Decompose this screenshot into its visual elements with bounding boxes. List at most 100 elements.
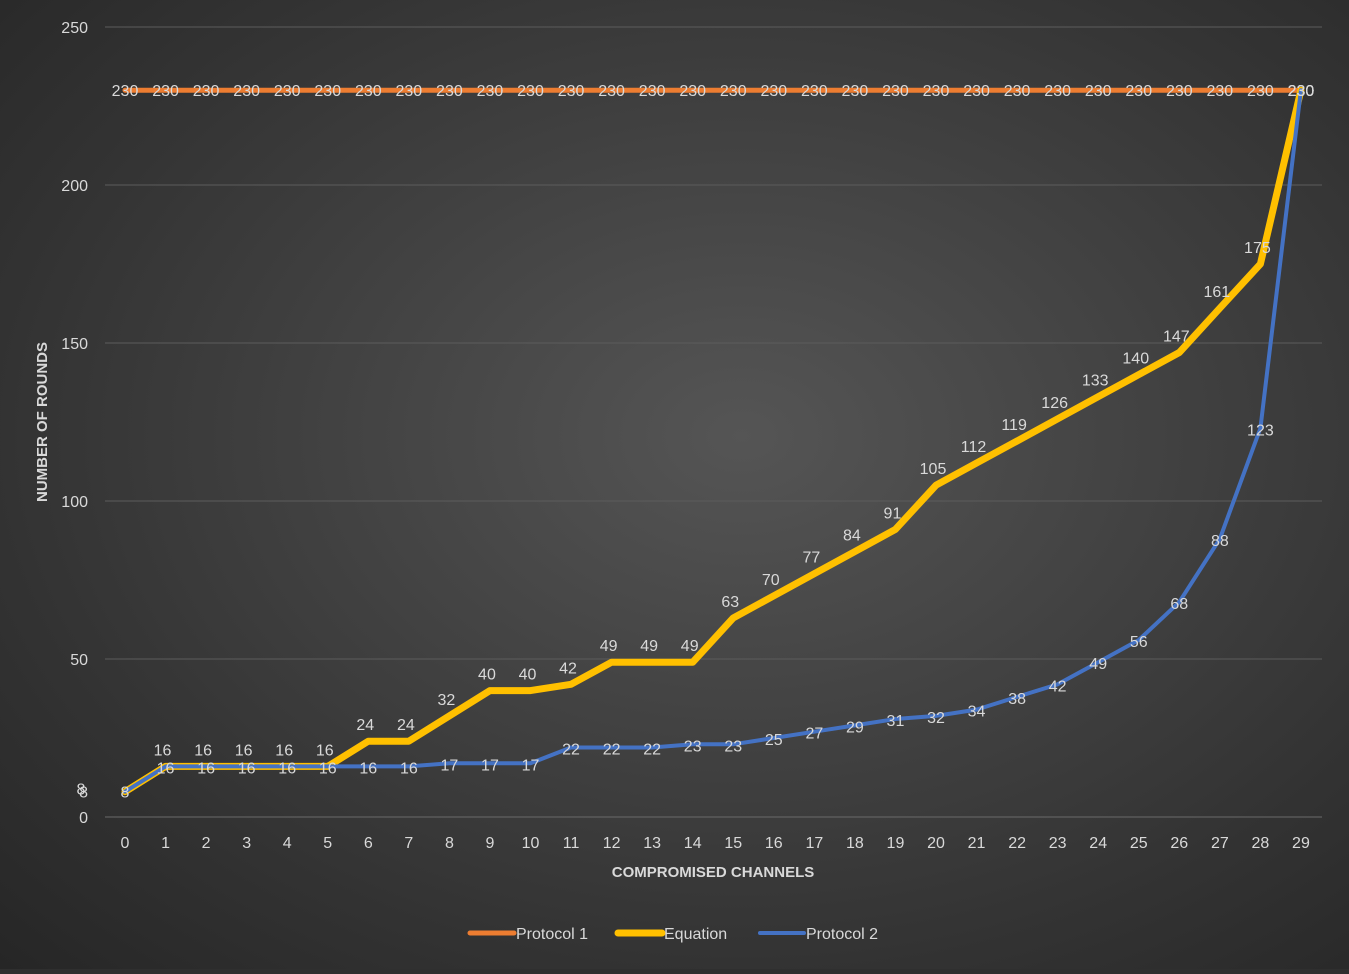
- x-tick-label: 26: [1170, 835, 1188, 852]
- data-label-protocol-2: 123: [1247, 422, 1274, 439]
- data-label-protocol-2: 16: [157, 760, 175, 777]
- data-labels: 230 230 230 230 230 230 230 230 230 230 230 230 230 2…: [77, 83, 1315, 802]
- data-label-equation: 49: [681, 638, 699, 655]
- data-label-protocol-2: 22: [643, 741, 661, 758]
- data-label-equation: 24: [356, 717, 374, 734]
- data-label-protocol-2: 22: [603, 741, 621, 758]
- x-tick-label: 29: [1292, 835, 1310, 852]
- y-tick-label: 150: [61, 336, 88, 353]
- data-label-equation: 16: [154, 742, 172, 759]
- data-label-protocol-2: 17: [481, 757, 499, 774]
- x-tick-label: 3: [242, 835, 251, 852]
- data-label-protocol-2: 16: [278, 760, 296, 777]
- x-tick-label: 1: [161, 835, 170, 852]
- x-tick-label: 27: [1211, 835, 1229, 852]
- data-label-protocol-1: 230: [1206, 83, 1233, 100]
- data-label-protocol-2: 68: [1170, 596, 1188, 613]
- x-tick-label: 12: [603, 835, 621, 852]
- data-label-protocol-1: 230: [963, 83, 990, 100]
- data-label-protocol-1: 230: [882, 83, 909, 100]
- data-label-protocol-1: 230: [679, 83, 706, 100]
- x-tick-label: 21: [968, 835, 986, 852]
- series-lines: [121, 86, 1305, 796]
- data-label-equation: 119: [1001, 417, 1027, 434]
- x-tick-label: 20: [927, 835, 945, 852]
- data-label-protocol-1: 230: [477, 83, 504, 100]
- y-tick-label: 50: [70, 652, 88, 669]
- data-label-equation: 133: [1082, 373, 1109, 390]
- x-tick-label: 15: [724, 835, 742, 852]
- data-label-protocol-2: 16: [319, 760, 337, 777]
- data-label-protocol-1: 230: [112, 83, 139, 100]
- data-label-protocol-1: 230: [598, 83, 625, 100]
- data-label-equation: 24: [397, 717, 415, 734]
- x-tick-label: 25: [1130, 835, 1148, 852]
- data-label-protocol-1: 230: [233, 83, 260, 100]
- data-label-protocol-1: 230: [274, 83, 301, 100]
- data-label-protocol-2: 230: [1288, 83, 1315, 100]
- x-tick-label: 5: [323, 835, 332, 852]
- data-label-protocol-1: 230: [517, 83, 544, 100]
- data-label-equation: 42: [559, 660, 577, 677]
- data-label-protocol-1: 230: [395, 83, 422, 100]
- data-label-protocol-1: 230: [639, 83, 666, 100]
- x-axis-tick-labels: 0 1 2 3 4 5 6 7 8 9 10 11 12 13 14 15 16 17 18 19 20 21 22 23 24…: [121, 835, 1310, 852]
- data-label-equation: 126: [1041, 395, 1068, 412]
- data-label-protocol-1: 230: [1004, 83, 1031, 100]
- data-label-equation: 105: [920, 461, 947, 478]
- y-axis-title: NUMBER OF ROUNDS: [34, 342, 51, 502]
- x-tick-label: 13: [643, 835, 661, 852]
- data-label-protocol-1: 230: [923, 83, 950, 100]
- data-label-equation: 63: [721, 594, 739, 611]
- data-label-protocol-2: 16: [359, 760, 377, 777]
- data-label-protocol-2: 17: [441, 757, 459, 774]
- x-tick-label: 22: [1008, 835, 1026, 852]
- data-label-equation: 49: [600, 638, 618, 655]
- data-label-equation: 49: [640, 638, 658, 655]
- x-tick-label: 2: [202, 835, 211, 852]
- y-tick-label: 200: [61, 178, 88, 195]
- x-tick-label: 16: [765, 835, 783, 852]
- data-label-protocol-2: 34: [968, 704, 986, 721]
- data-label-protocol-2: 32: [927, 710, 945, 727]
- data-label-equation: 16: [194, 742, 212, 759]
- data-label-protocol-2: 16: [238, 760, 256, 777]
- data-label-protocol-2: 17: [522, 757, 540, 774]
- data-label-protocol-1: 230: [842, 83, 869, 100]
- data-label-protocol-2: 23: [724, 738, 742, 755]
- legend: Protocol 1 Equation Protocol 2: [467, 926, 878, 943]
- y-tick-label: 100: [61, 494, 88, 511]
- x-tick-label: 4: [283, 835, 292, 852]
- x-tick-label: 9: [485, 835, 494, 852]
- y-axis-tick-labels: 0 8 50 100 150 200 250: [61, 20, 88, 827]
- data-label-protocol-1: 230: [760, 83, 787, 100]
- data-label-equation: 16: [275, 742, 293, 759]
- x-tick-label: 24: [1089, 835, 1107, 852]
- data-label-protocol-2: 49: [1089, 656, 1107, 673]
- x-tick-label: 6: [364, 835, 373, 852]
- x-axis-title: COMPROMISED CHANNELS: [612, 864, 815, 881]
- data-label-protocol-2: 38: [1008, 691, 1026, 708]
- data-label-equation: 140: [1122, 351, 1149, 368]
- data-label-equation: 91: [884, 505, 902, 522]
- x-tick-label: 23: [1049, 835, 1067, 852]
- grid-lines: [105, 26, 1322, 818]
- y-tick-label: 250: [61, 20, 88, 37]
- data-label-protocol-2: 25: [765, 732, 783, 749]
- data-label-protocol-2: 29: [846, 719, 864, 736]
- data-label-protocol-1: 230: [355, 83, 382, 100]
- data-label-equation: 32: [438, 692, 456, 709]
- x-tick-label: 7: [404, 835, 413, 852]
- legend-item-protocol-1-label: Protocol 1: [516, 926, 588, 943]
- data-label-protocol-1: 230: [1125, 83, 1152, 100]
- data-label-protocol-2: 16: [197, 760, 215, 777]
- data-label-equation: 40: [478, 667, 496, 684]
- x-tick-label: 18: [846, 835, 864, 852]
- data-label-protocol-2: 42: [1049, 678, 1067, 695]
- data-label-protocol-2: 23: [684, 738, 702, 755]
- legend-item-equation-label: Equation: [664, 926, 727, 943]
- legend-item-protocol-2-label: Protocol 2: [806, 926, 878, 943]
- data-label-equation: 70: [762, 572, 780, 589]
- data-label-equation: 147: [1163, 328, 1190, 345]
